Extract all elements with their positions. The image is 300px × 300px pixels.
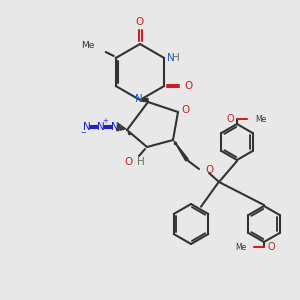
Text: Me: Me xyxy=(255,115,266,124)
Text: O: O xyxy=(226,114,234,124)
Text: O: O xyxy=(136,17,144,27)
Text: Me: Me xyxy=(235,242,246,251)
Text: N: N xyxy=(135,94,143,104)
Text: +: + xyxy=(102,118,108,124)
Text: O: O xyxy=(267,242,274,252)
Text: O: O xyxy=(125,157,133,167)
Text: Me: Me xyxy=(81,41,95,50)
Polygon shape xyxy=(140,98,148,102)
Text: O: O xyxy=(181,105,189,115)
Text: −: − xyxy=(80,130,86,136)
Text: N: N xyxy=(111,122,119,132)
Polygon shape xyxy=(174,141,188,161)
Text: N: N xyxy=(167,53,175,63)
Text: H: H xyxy=(172,53,180,63)
Text: O: O xyxy=(184,81,192,91)
Text: N: N xyxy=(97,122,105,132)
Text: N: N xyxy=(83,122,91,132)
Text: O: O xyxy=(205,165,213,175)
Text: H: H xyxy=(137,157,145,167)
